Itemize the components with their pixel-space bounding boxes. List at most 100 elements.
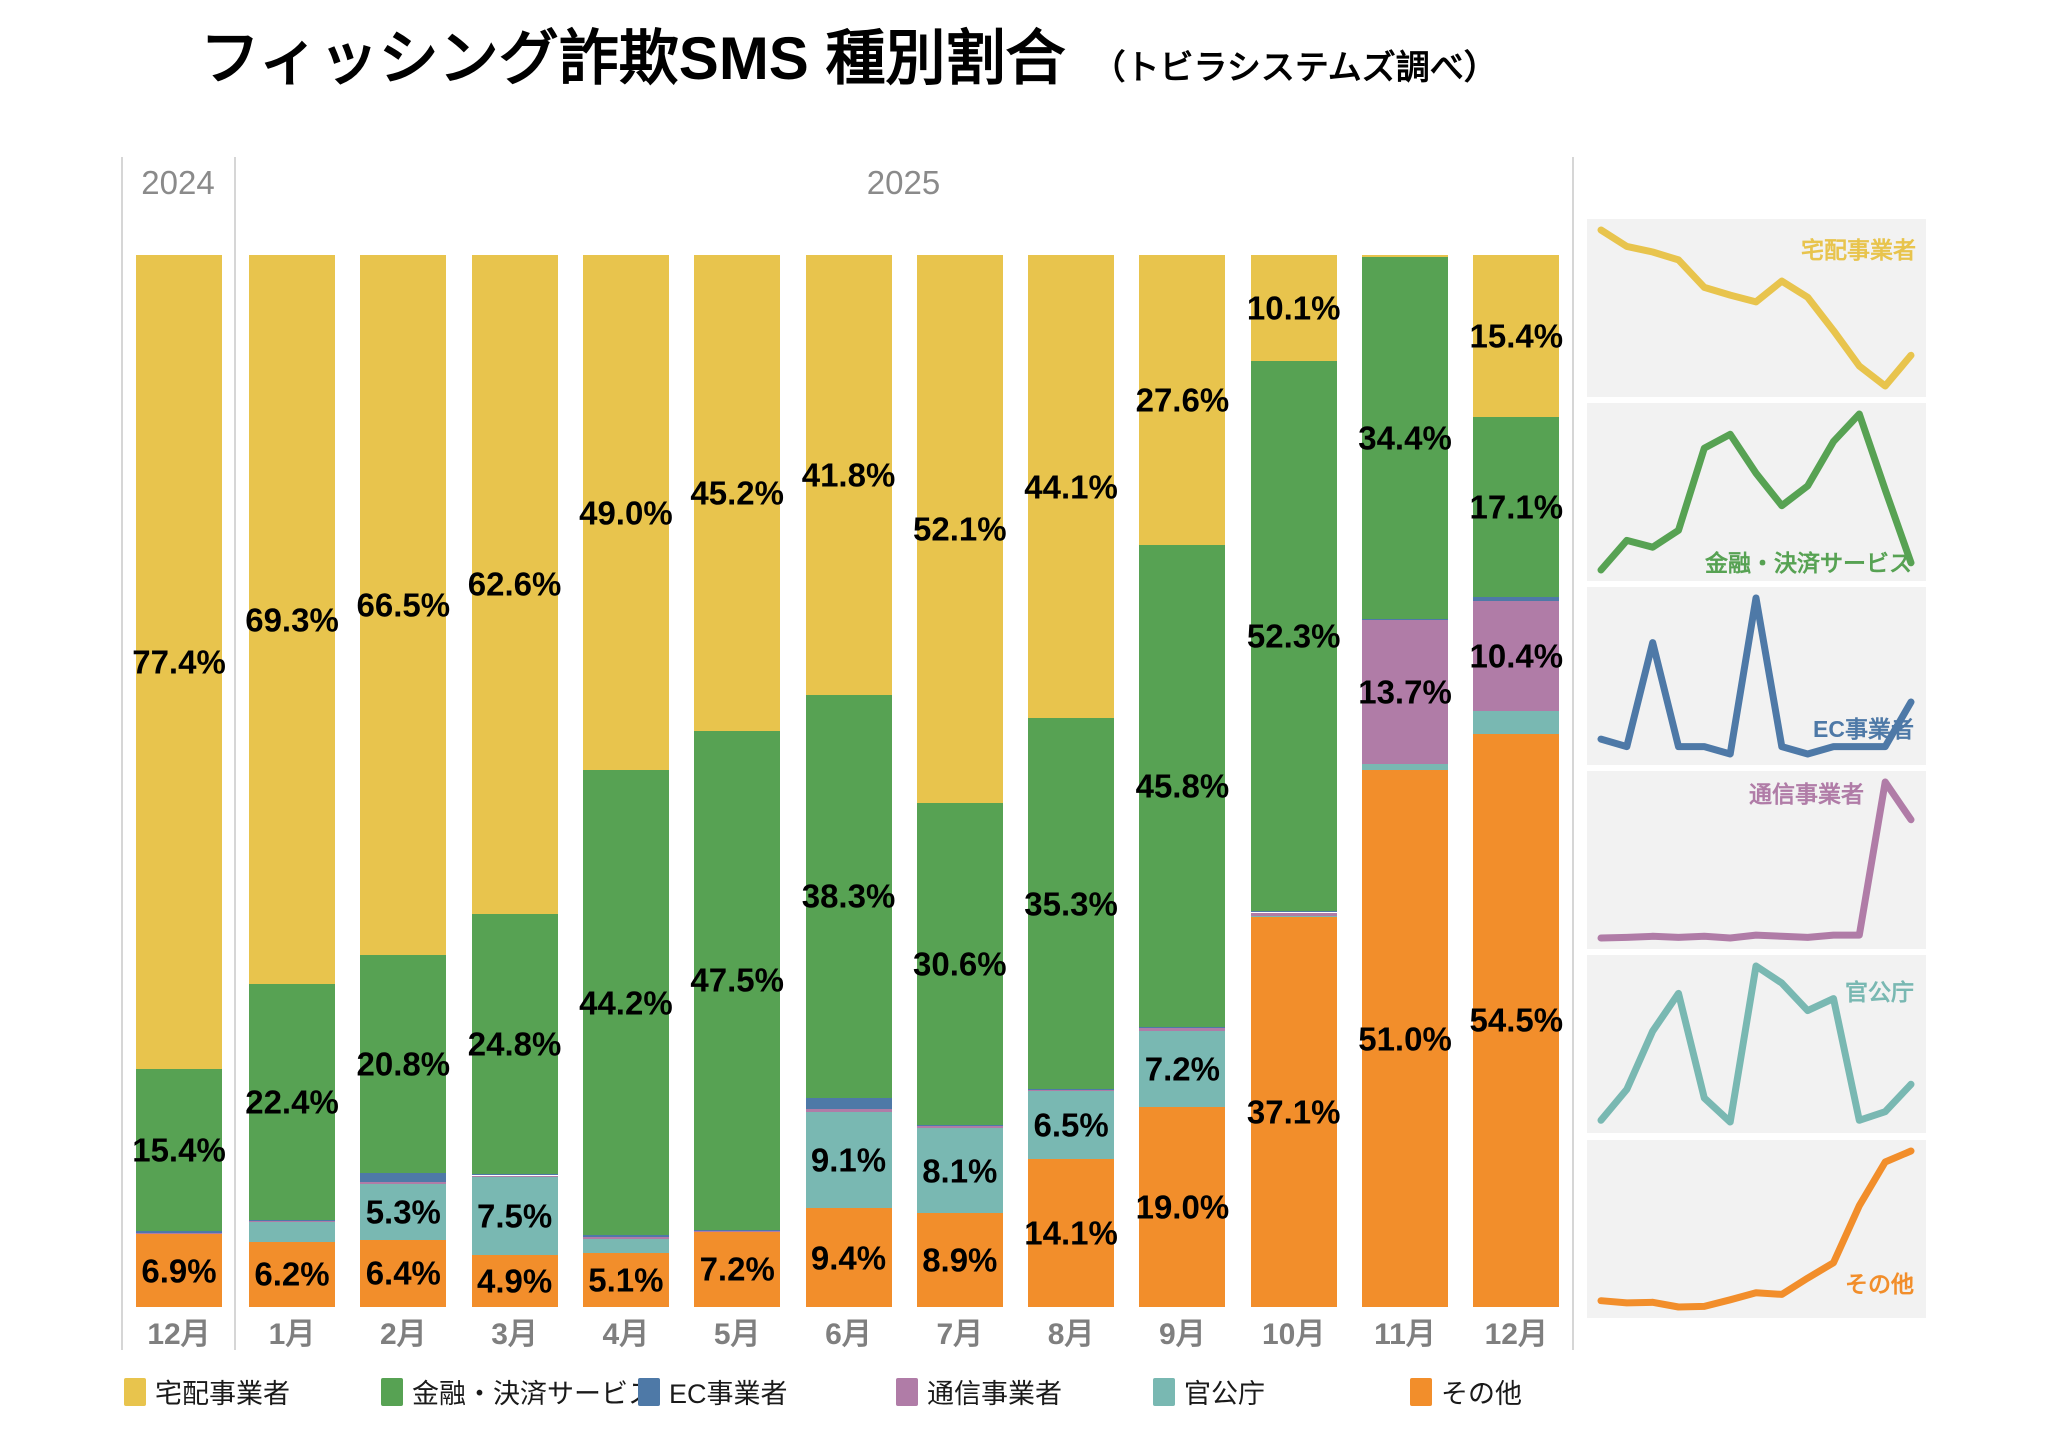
plot-right-divider [1572, 157, 1574, 1350]
legend-label: 通信事業者 [927, 1379, 1062, 1409]
value-label: 30.6% [913, 945, 1007, 983]
value-label: 7.2% [699, 1250, 775, 1288]
bar-segment [582, 1235, 669, 1237]
legend-swatch [896, 1377, 918, 1406]
sparkline-line [1597, 962, 1915, 1126]
value-label: 19.0% [1135, 1188, 1230, 1226]
bar-segment [1028, 1089, 1115, 1091]
bar-segment [1473, 710, 1560, 734]
legend-label: 宅配事業者 [155, 1379, 290, 1409]
x-axis-label: 10月 [1262, 1318, 1326, 1351]
bar-segment [249, 1241, 335, 1307]
legend-item: その他 [1410, 1372, 1522, 1411]
sparkline-series-label: 官公庁 [1845, 979, 1914, 1005]
bar-segment [1028, 1090, 1115, 1159]
bar-segment [582, 1236, 669, 1239]
bar-segment [1362, 618, 1448, 621]
bar-segment [136, 1234, 222, 1307]
value-label: 14.1% [1024, 1214, 1118, 1252]
value-label: 7.2% [1144, 1050, 1220, 1088]
bar-segment [916, 1128, 1003, 1214]
value-label: 69.3% [245, 601, 339, 639]
value-label: 44.2% [579, 984, 673, 1022]
bar-segment [1139, 1031, 1226, 1108]
value-label: 5.1% [588, 1261, 664, 1299]
value-label: 20.8% [356, 1045, 451, 1083]
value-label: 8.9% [922, 1241, 998, 1279]
sparkline-series-label: 通信事業者 [1749, 781, 1864, 807]
x-axis-label: 4月 [602, 1318, 650, 1351]
bar-segment [249, 255, 335, 985]
legend-label: その他 [1441, 1379, 1522, 1409]
bar-segment [136, 1069, 222, 1232]
year-label-2025: 2025 [866, 164, 941, 201]
legend-item: 宅配事業者 [124, 1372, 290, 1411]
legend-label: 官公庁 [1184, 1379, 1265, 1409]
sparkline-chart [1597, 778, 1915, 942]
sparkline-line [1597, 226, 1915, 390]
bar-segment [471, 1255, 558, 1307]
value-label: 66.5% [356, 586, 451, 624]
bar-segment [1250, 911, 1337, 913]
bar-segment [1028, 718, 1115, 1090]
legend-swatch [381, 1377, 403, 1406]
bar-segment [249, 1221, 335, 1242]
bar-segment [471, 913, 558, 1175]
sparkline-series-label: 宅配事業者 [1801, 237, 1916, 263]
bar-segment [582, 1238, 669, 1254]
legend-swatch [638, 1377, 660, 1406]
legend-item: 官公庁 [1153, 1372, 1265, 1411]
bar-segment [805, 1097, 892, 1110]
axis-line-left [121, 157, 123, 1350]
value-label: 24.8% [467, 1025, 562, 1063]
value-label: 15.4% [132, 1131, 226, 1169]
bar-segment [582, 770, 669, 1236]
bar-segment [1028, 255, 1115, 719]
value-label: 17.1% [1469, 488, 1564, 526]
x-axis-label: 7月 [936, 1318, 984, 1351]
bar-segment [136, 255, 222, 1070]
bar-segment [694, 255, 781, 731]
bar-segment [1139, 1027, 1226, 1029]
bar-segment [136, 1232, 222, 1234]
legend-swatch [1153, 1377, 1175, 1406]
x-axis-label: 11月 [1374, 1318, 1436, 1351]
value-label: 22.4% [245, 1083, 339, 1121]
sparkline-panel: 金融・決済サービス [1587, 403, 1926, 581]
page-title: フィッシング詐欺SMS 種別割合 [200, 25, 1066, 92]
value-label: 10.4% [1469, 637, 1564, 675]
bar-segment [694, 1230, 781, 1232]
bar-segment [360, 255, 447, 955]
bar-segment [916, 1213, 1003, 1307]
bar-segment [805, 694, 892, 1098]
legend-item: 金融・決済サービス [381, 1372, 655, 1411]
value-label: 13.7% [1358, 673, 1452, 711]
sparkline-panel: 通信事業者 [1587, 771, 1926, 949]
bar-segment [694, 1230, 781, 1231]
value-label: 35.3% [1024, 885, 1118, 923]
sparkline-panel: EC事業者 [1587, 587, 1926, 765]
bar-segment [1473, 255, 1560, 417]
value-label: 34.4% [1358, 419, 1452, 457]
bar-segment [582, 1253, 669, 1307]
bar-segment [805, 1109, 892, 1113]
sparkline-chart [1597, 410, 1915, 574]
bar-segment [360, 1239, 447, 1307]
bar-segment [1250, 916, 1337, 1307]
sparkline-series-label: その他 [1845, 1271, 1914, 1297]
bar-segment [1139, 255, 1226, 546]
bar-segment [805, 1112, 892, 1209]
bar-segment [1362, 255, 1448, 258]
bar-segment [1250, 361, 1337, 912]
value-label: 37.1% [1246, 1093, 1341, 1131]
bar-segment [360, 954, 447, 1174]
value-label: 9.1% [810, 1141, 887, 1179]
value-label: 7.5% [476, 1197, 553, 1235]
sparkline-series-label: EC事業者 [1813, 716, 1914, 742]
x-axis-label: 9月 [1159, 1318, 1206, 1351]
sparkline-line [1597, 778, 1915, 942]
year-divider [234, 157, 236, 1350]
x-axis-label: 12月 [1484, 1318, 1548, 1351]
bar-segment [471, 255, 558, 914]
sparkline-line [1597, 410, 1915, 574]
